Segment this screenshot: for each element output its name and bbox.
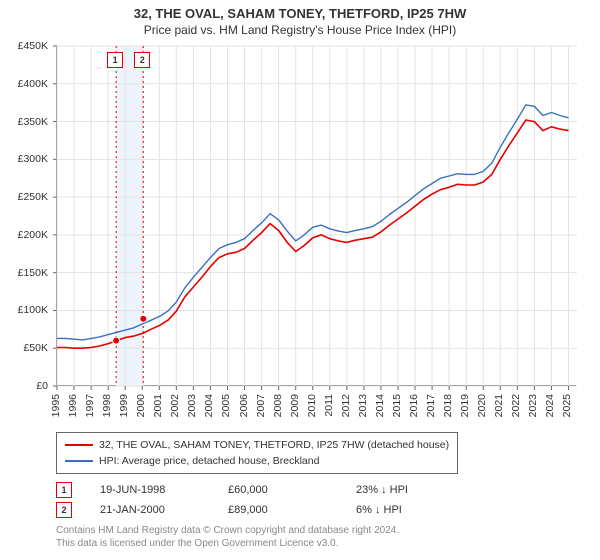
x-tick-label: 2019 (459, 394, 471, 417)
x-tick-label: 2015 (391, 394, 403, 417)
legend-swatch (65, 460, 93, 462)
y-tick-label: £350K (18, 116, 48, 128)
sale-index-box: 1 (56, 482, 72, 498)
legend-row: HPI: Average price, detached house, Brec… (65, 453, 449, 469)
sale-marker-label: 1 (107, 52, 123, 68)
x-tick-label: 2017 (425, 394, 437, 417)
chart-title: 32, THE OVAL, SAHAM TONEY, THETFORD, IP2… (0, 0, 600, 21)
x-tick-label: 2012 (340, 394, 352, 417)
sale-delta: 23% ↓ HPI (356, 484, 456, 496)
x-tick-label: 2006 (238, 394, 250, 417)
sale-index-box: 2 (56, 502, 72, 518)
footer-attribution: Contains HM Land Registry data © Crown c… (56, 524, 399, 550)
sale-marker-dot (113, 337, 120, 344)
footer-line: Contains HM Land Registry data © Crown c… (56, 524, 399, 537)
y-tick-label: £200K (18, 229, 48, 241)
x-tick-label: 1997 (84, 394, 96, 417)
x-tick-label: 2000 (135, 394, 147, 417)
legend-label: 32, THE OVAL, SAHAM TONEY, THETFORD, IP2… (99, 437, 449, 453)
footer-line: This data is licensed under the Open Gov… (56, 537, 399, 550)
x-tick-label: 2022 (510, 394, 522, 417)
legend-label: HPI: Average price, detached house, Brec… (99, 453, 319, 469)
y-tick-label: £400K (18, 78, 48, 90)
y-tick-label: £0 (36, 380, 48, 392)
sale-row: 2 21-JAN-2000 £89,000 6% ↓ HPI (56, 500, 576, 520)
y-axis-labels: £0£50K£100K£150K£200K£250K£300K£350K£400… (0, 46, 52, 386)
x-tick-label: 1995 (50, 394, 62, 417)
x-tick-label: 1996 (67, 394, 79, 417)
x-tick-label: 2013 (357, 394, 369, 417)
chart-subtitle: Price paid vs. HM Land Registry's House … (0, 21, 600, 41)
x-tick-label: 2025 (561, 394, 573, 417)
x-tick-label: 2023 (527, 394, 539, 417)
x-tick-label: 2018 (442, 394, 454, 417)
legend-swatch (65, 444, 93, 446)
x-tick-label: 2024 (544, 394, 556, 417)
sale-marker-label: 2 (134, 52, 150, 68)
sale-date: 19-JUN-1998 (100, 484, 200, 496)
x-tick-label: 2021 (493, 394, 505, 417)
x-tick-label: 2016 (408, 394, 420, 417)
x-tick-label: 2010 (306, 394, 318, 417)
sale-date: 21-JAN-2000 (100, 504, 200, 516)
sale-table: 1 19-JUN-1998 £60,000 23% ↓ HPI 2 21-JAN-2000… (56, 480, 576, 520)
y-tick-label: £100K (18, 304, 48, 316)
plot-area (56, 46, 576, 386)
sale-delta: 6% ↓ HPI (356, 504, 456, 516)
sale-row: 1 19-JUN-1998 £60,000 23% ↓ HPI (56, 480, 576, 500)
x-tick-label: 2005 (220, 394, 232, 417)
legend-row: 32, THE OVAL, SAHAM TONEY, THETFORD, IP2… (65, 437, 449, 453)
sale-marker-dot (140, 315, 147, 322)
x-tick-label: 1999 (118, 394, 130, 417)
x-tick-label: 2004 (203, 394, 215, 417)
x-tick-label: 2011 (323, 394, 335, 417)
y-tick-label: £450K (18, 40, 48, 52)
x-tick-label: 2001 (152, 394, 164, 417)
x-tick-label: 2020 (476, 394, 488, 417)
x-tick-label: 2007 (255, 394, 267, 417)
x-axis-labels: 1995199619971998199920002001200220032004… (56, 388, 576, 438)
legend: 32, THE OVAL, SAHAM TONEY, THETFORD, IP2… (56, 432, 458, 474)
sale-price: £60,000 (228, 484, 328, 496)
x-tick-label: 2009 (289, 394, 301, 417)
x-tick-label: 1998 (101, 394, 113, 417)
x-tick-label: 2014 (374, 394, 386, 417)
x-tick-label: 2008 (272, 394, 284, 417)
y-tick-label: £250K (18, 191, 48, 203)
x-tick-label: 2002 (169, 394, 181, 417)
y-tick-label: £50K (23, 342, 48, 354)
y-tick-label: £300K (18, 153, 48, 165)
y-tick-label: £150K (18, 267, 48, 279)
sale-price: £89,000 (228, 504, 328, 516)
x-tick-label: 2003 (186, 394, 198, 417)
